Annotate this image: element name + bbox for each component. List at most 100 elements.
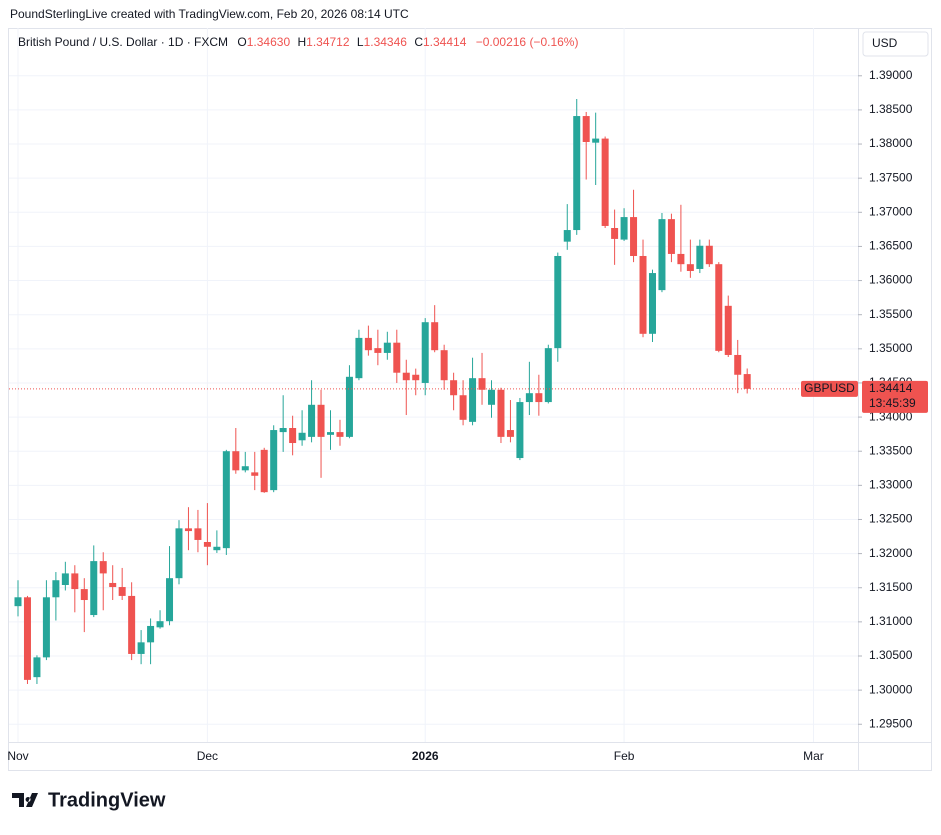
candle-body (99, 561, 107, 574)
candle-body (364, 337, 372, 351)
candle-body (260, 449, 268, 493)
y-tick-label: 1.39000 (869, 68, 913, 82)
candle-body (743, 374, 751, 389)
legend-value: 1.34630 (247, 35, 291, 49)
x-tick-label: Feb (614, 749, 635, 763)
candle-body (23, 597, 31, 680)
x-tick-label: Nov (7, 749, 28, 763)
y-tick-label: 1.31500 (869, 580, 913, 594)
x-tick-label: Dec (197, 749, 218, 763)
currency: USD (872, 36, 898, 50)
grid (9, 28, 858, 742)
candle-body (147, 625, 155, 643)
candle-body (383, 342, 391, 353)
candle-body (450, 380, 458, 396)
candle-body (525, 393, 533, 403)
legend-key: L (357, 35, 364, 49)
chart-legend: British Pound / U.S. Dollar · 1D · FXCM … (18, 35, 578, 49)
candle-body (317, 404, 325, 437)
candle-body (469, 378, 477, 422)
y-tick-label: 1.37500 (869, 170, 913, 184)
candle-body (137, 642, 145, 654)
candle-body (393, 342, 401, 373)
candle-body (61, 573, 69, 586)
y-tick-label: 1.35000 (869, 341, 913, 355)
candle-body (488, 389, 495, 405)
candle-body (308, 404, 316, 437)
candle-body (203, 541, 211, 547)
candle-body (194, 528, 202, 540)
candle-body (696, 245, 704, 269)
candle-body (506, 430, 514, 437)
currency-box[interactable] (862, 31, 929, 57)
candle-body (14, 597, 22, 607)
candle-body (374, 348, 382, 353)
candle-body (734, 354, 742, 375)
candle-body (289, 428, 297, 444)
candle-body (677, 253, 685, 265)
candle-body (327, 432, 335, 435)
candle-body (421, 322, 429, 383)
price-label: 1.34414 (869, 381, 913, 395)
legend-value: 1.34414 (423, 35, 467, 49)
candle-body (52, 580, 60, 598)
candle-body (715, 264, 723, 351)
y-tick-label: 1.32500 (869, 512, 913, 526)
candle-body (222, 451, 230, 549)
symbol-tag (801, 380, 858, 397)
x-tick-label: 2026 (412, 749, 439, 763)
candle-body (402, 372, 410, 381)
candle-body (412, 374, 420, 381)
y-tick-label: 1.33500 (869, 443, 913, 457)
chart-title: British Pound / U.S. Dollar · 1D · FXCM (18, 35, 228, 49)
legend-key: H (297, 35, 306, 49)
y-tick-label: 1.35500 (869, 307, 913, 321)
candle-body (279, 428, 287, 433)
candle-body (658, 219, 666, 291)
candle-body (630, 217, 638, 256)
candle-body (516, 402, 524, 459)
candle-body (118, 587, 126, 596)
candle-body (80, 589, 88, 601)
candle-body (544, 348, 552, 403)
candle-body (611, 228, 619, 239)
credit: PoundSterlingLive created with TradingVi… (10, 7, 409, 21)
countdown: 13:45:39 (869, 396, 916, 410)
candle-body (601, 138, 609, 226)
candles (14, 98, 751, 684)
legend-key: O (237, 35, 246, 49)
y-tick-label: 1.31000 (869, 614, 913, 628)
candle-body (582, 116, 590, 142)
candle-body (686, 264, 694, 272)
y-tick-label: 1.36000 (869, 273, 913, 287)
candle-body (440, 350, 448, 381)
candle-body (298, 432, 306, 441)
legend-change: −0.00216 (−0.16%) (476, 35, 579, 49)
candle-body (535, 393, 543, 403)
price-tag (862, 380, 928, 413)
candle-body (639, 255, 647, 334)
x-tick-label: Mar (803, 749, 824, 763)
candle-body (563, 230, 571, 242)
candle-body (336, 432, 344, 437)
candle-body (128, 595, 136, 654)
candle-body (345, 376, 353, 437)
candle-body (166, 578, 174, 622)
candle-body (270, 430, 278, 491)
frame (8, 28, 932, 771)
y-tick-label: 1.29500 (869, 716, 913, 730)
y-tick-label: 1.37000 (869, 204, 913, 218)
candle-body (667, 219, 675, 254)
legend-value: 1.34712 (306, 35, 350, 49)
candle-body (42, 597, 50, 658)
y-tick-label: 1.33000 (869, 478, 913, 492)
logo: TradingView (12, 789, 166, 811)
y-tick-label: 1.36500 (869, 239, 913, 253)
candle-body (478, 378, 486, 390)
y-tick-label: 1.38000 (869, 136, 913, 150)
candle-body (71, 573, 79, 590)
candle-body (431, 322, 439, 351)
candle-body (251, 472, 259, 476)
